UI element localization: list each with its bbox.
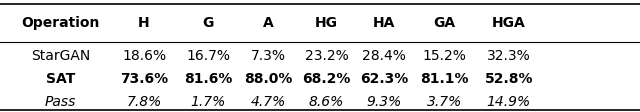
Text: Pass: Pass [45, 94, 77, 108]
Text: 81.1%: 81.1% [420, 71, 469, 85]
Text: 4.7%: 4.7% [251, 94, 287, 108]
Text: 81.6%: 81.6% [184, 71, 232, 85]
Text: A: A [264, 15, 274, 29]
Text: 15.2%: 15.2% [423, 49, 467, 63]
Text: Operation: Operation [22, 15, 100, 29]
Text: 68.2%: 68.2% [302, 71, 351, 85]
Text: 23.2%: 23.2% [305, 49, 348, 63]
Text: 14.9%: 14.9% [487, 94, 531, 108]
Text: 8.6%: 8.6% [308, 94, 344, 108]
Text: 32.3%: 32.3% [487, 49, 531, 63]
Text: StarGAN: StarGAN [31, 49, 90, 63]
Text: HA: HA [373, 15, 395, 29]
Text: GA: GA [434, 15, 456, 29]
Text: HGA: HGA [492, 15, 525, 29]
Text: 16.7%: 16.7% [186, 49, 230, 63]
Text: 88.0%: 88.0% [244, 71, 293, 85]
Text: 62.3%: 62.3% [360, 71, 408, 85]
Text: 73.6%: 73.6% [120, 71, 168, 85]
Text: 3.7%: 3.7% [427, 94, 463, 108]
Text: G: G [202, 15, 214, 29]
Text: 9.3%: 9.3% [366, 94, 402, 108]
Text: 18.6%: 18.6% [122, 49, 166, 63]
Text: 28.4%: 28.4% [362, 49, 406, 63]
Text: 7.3%: 7.3% [252, 49, 286, 63]
Text: SAT: SAT [46, 71, 76, 85]
Text: HG: HG [315, 15, 338, 29]
Text: 7.8%: 7.8% [126, 94, 162, 108]
Text: 52.8%: 52.8% [484, 71, 533, 85]
Text: H: H [138, 15, 150, 29]
Text: 1.7%: 1.7% [190, 94, 226, 108]
